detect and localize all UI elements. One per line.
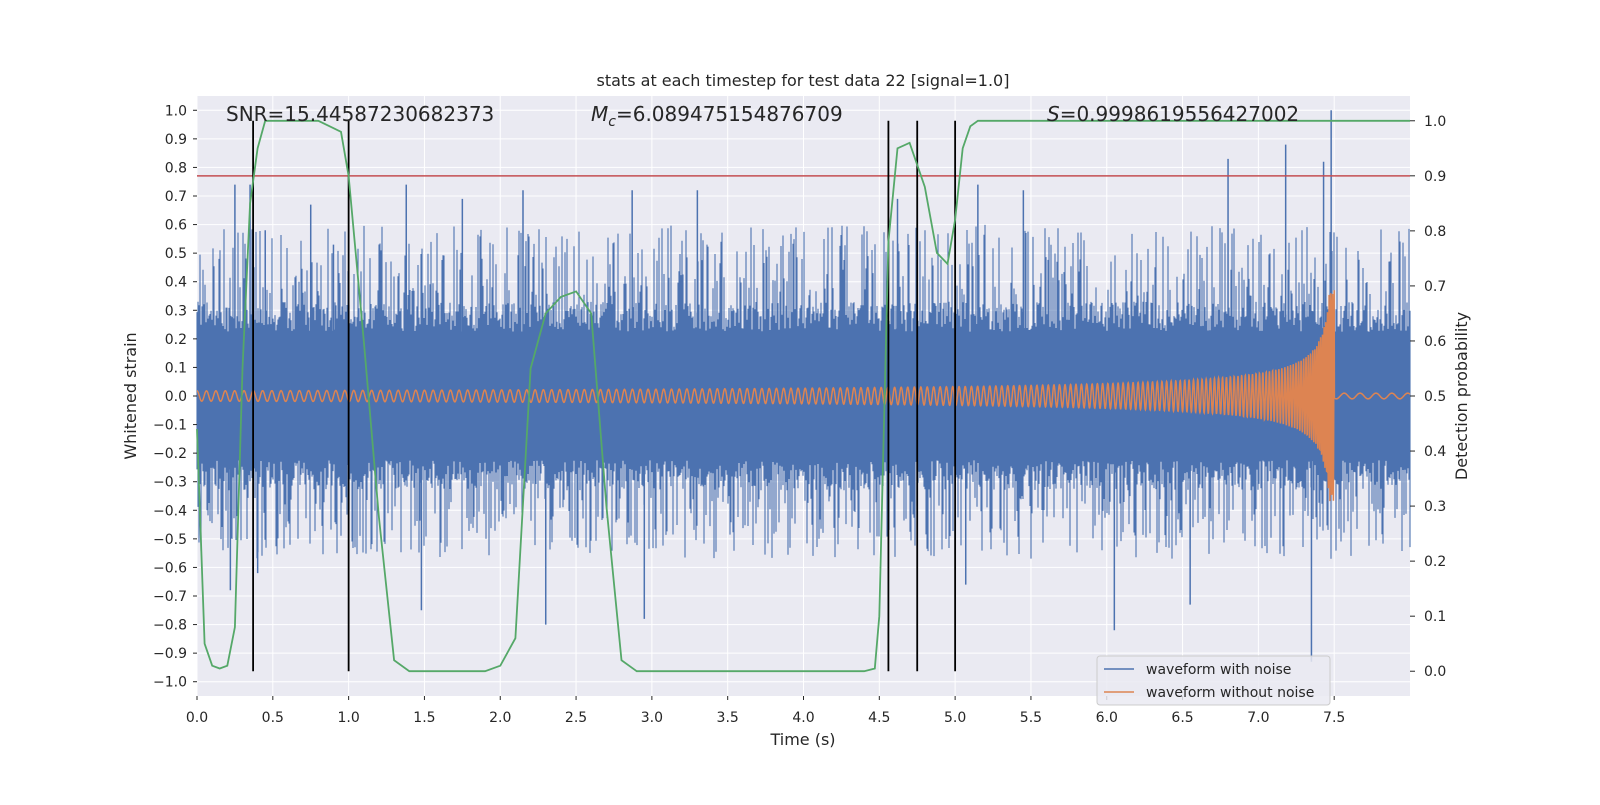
y-tick-label: −0.5 <box>153 532 187 548</box>
left-y-ticks: 1.0 0.9 0.8 0.7 0.6 0.5 0.4 0.3 0.2 0.1 0.0 −0.1 −0.… <box>153 103 197 691</box>
y-right-tick-label: 1.0 <box>1424 114 1446 130</box>
x-tick-label: 4.0 <box>792 710 814 726</box>
x-ticks: 0.0 0.5 1.0 1.5 2.0 2.5 3.0 3.5 4.0 4.5 5.0 5.5 6.0 6… <box>186 696 1345 726</box>
x-tick-label: 7.0 <box>1247 710 1269 726</box>
y-tick-label: −0.4 <box>153 503 187 519</box>
y-tick-label: −1.0 <box>153 675 187 691</box>
y-right-tick-label: 0.0 <box>1424 664 1446 680</box>
y-right-tick-label: 0.2 <box>1424 554 1446 570</box>
y-tick-label: −0.1 <box>153 418 187 434</box>
chirp-mass-annotation: Mc=6.089475154876709 <box>591 102 843 130</box>
s-value: =0.9998619556427002 <box>1060 102 1299 126</box>
chirp-mass-value: =6.089475154876709 <box>616 102 843 126</box>
x-tick-label: 1.5 <box>413 710 435 726</box>
x-tick-label: 2.0 <box>489 710 511 726</box>
x-tick-label: 7.5 <box>1323 710 1345 726</box>
x-tick-label: 5.5 <box>1020 710 1042 726</box>
legend-label-noisy: waveform with noise <box>1146 662 1291 678</box>
y-tick-label: 0.4 <box>165 275 187 291</box>
x-tick-label: 4.5 <box>868 710 890 726</box>
x-tick-label: 0.5 <box>262 710 284 726</box>
chirp-mass-symbol: M <box>591 102 608 126</box>
y-tick-label: 0.8 <box>165 160 187 176</box>
y-tick-label: 0.1 <box>165 360 187 376</box>
y-right-tick-label: 0.8 <box>1424 224 1446 240</box>
x-tick-label: 3.5 <box>717 710 739 726</box>
x-tick-label: 2.5 <box>565 710 587 726</box>
s-symbol: S <box>1047 102 1060 126</box>
snr-annotation: SNR=15.44587230682373 <box>226 102 494 126</box>
s-annotation: S=0.9998619556427002 <box>1047 102 1299 126</box>
chart-title: stats at each timestep for test data 22 … <box>597 71 1010 90</box>
y-tick-label: −0.9 <box>153 646 187 662</box>
x-tick-label: 3.0 <box>641 710 663 726</box>
y-right-tick-label: 0.7 <box>1424 279 1446 295</box>
y-tick-label: −0.7 <box>153 589 187 605</box>
probability-series <box>196 119 1410 673</box>
x-tick-label: 6.0 <box>1096 710 1118 726</box>
legend-box <box>1096 655 1331 706</box>
y-tick-label: 1.0 <box>165 103 187 119</box>
vertical-lines <box>252 120 957 672</box>
y-right-tick-label: 0.9 <box>1424 169 1446 185</box>
y-tick-label: −0.2 <box>153 446 187 462</box>
y-right-tick-label: 0.5 <box>1424 389 1446 405</box>
chirp-mass-subscript: c <box>608 114 616 130</box>
y-right-tick-label: 0.3 <box>1424 499 1446 515</box>
y-tick-label: 0.0 <box>165 389 187 405</box>
y-tick-label: 0.5 <box>165 246 187 262</box>
y-tick-label: −0.6 <box>153 560 187 576</box>
y-tick-label: −0.8 <box>153 618 187 634</box>
y-tick-label: 0.6 <box>165 218 187 234</box>
y-tick-label: 0.2 <box>165 332 187 348</box>
x-tick-label: 1.0 <box>337 710 359 726</box>
y-axis-label: Whitened strain <box>121 332 140 459</box>
clean-waveform-series <box>196 290 1411 502</box>
legend: waveform with noise waveform without noi… <box>1096 655 1331 706</box>
y-right-tick-label: 0.1 <box>1424 609 1446 625</box>
x-axis-label: Time (s) <box>769 730 835 749</box>
legend-label-clean: waveform without noise <box>1146 685 1314 701</box>
y-right-tick-label: 0.4 <box>1424 444 1446 460</box>
y-tick-label: 0.7 <box>165 189 187 205</box>
y-tick-label: 0.3 <box>165 303 187 319</box>
right-y-ticks: 1.0 0.9 0.8 0.7 0.6 0.5 0.4 0.3 0.2 0.1 0.0 <box>1410 114 1446 680</box>
x-tick-label: 5.0 <box>944 710 966 726</box>
y-axis-right-label: Detection probability <box>1452 312 1471 480</box>
x-tick-label: 0.0 <box>186 710 208 726</box>
y-tick-label: 0.9 <box>165 132 187 148</box>
y-tick-label: −0.3 <box>153 475 187 491</box>
y-right-tick-label: 0.6 <box>1424 334 1446 350</box>
x-tick-label: 6.5 <box>1171 710 1193 726</box>
